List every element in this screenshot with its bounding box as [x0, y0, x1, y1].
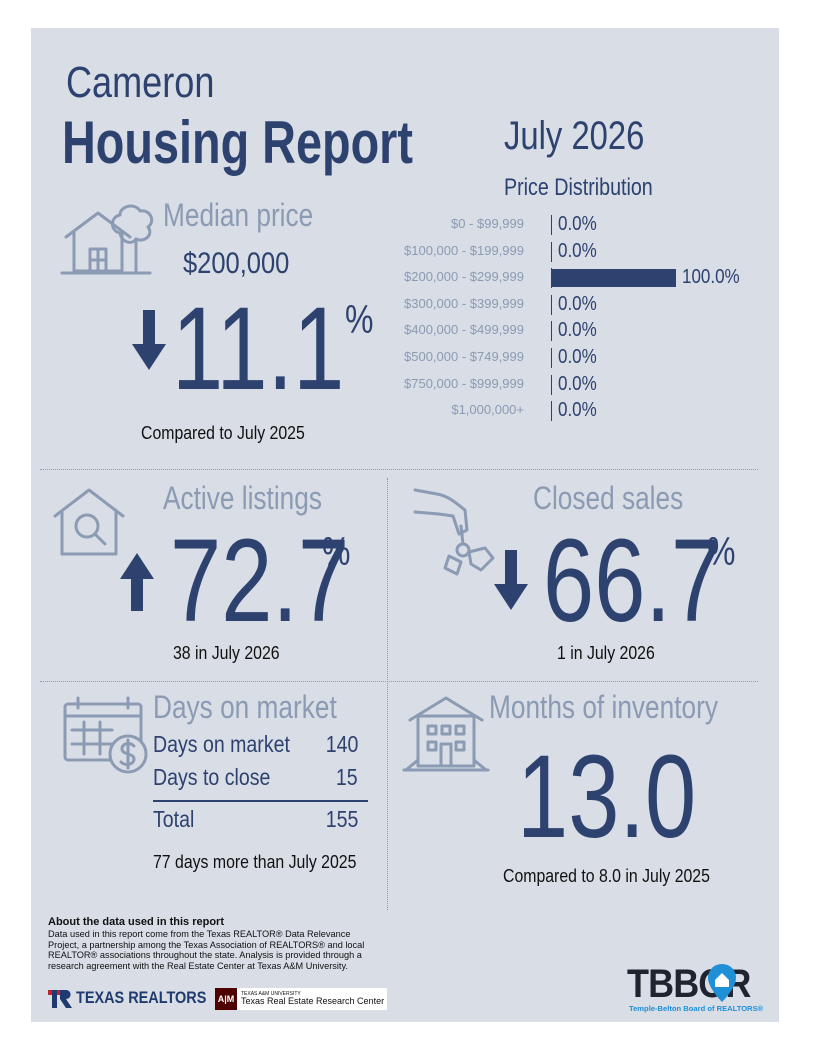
price-axis-tick [551, 374, 552, 395]
median-price-change: 11.1 [172, 283, 345, 415]
about-heading: About the data used in this report [48, 916, 225, 928]
active-listings-detail: 38 in July 2026 [173, 643, 280, 663]
price-distribution-row: $750,000 - $999,999 0.0% [380, 373, 780, 397]
price-distribution-value: 0.0% [558, 292, 597, 315]
price-axis-tick [551, 241, 552, 262]
about-body: Data used in this report come from the T… [48, 929, 365, 971]
price-axis-tick [551, 348, 552, 368]
price-axis-tick [551, 401, 552, 422]
divider-horizontal-1 [40, 469, 758, 470]
price-distribution-title: Price Distribution [504, 174, 653, 201]
city-name: Cameron [66, 58, 215, 107]
tamu-mark-icon: A|M [215, 988, 237, 1010]
dom-row-name: Days to close [153, 764, 271, 790]
median-price-comparison: Compared to July 2025 [141, 423, 305, 443]
price-range-label: $200,000 - $299,999 [404, 269, 524, 285]
tamu-center-text: Texas Real Estate Research Center [241, 996, 385, 1006]
price-distribution-row: $100,000 - $199,999 0.0% [380, 240, 780, 264]
price-distribution-value: 100.0% [682, 266, 740, 289]
dom-row-days-to-close: Days to close 15 [153, 764, 358, 791]
price-range-label: $400,000 - $499,999 [404, 322, 524, 338]
price-range-label: $0 - $99,999 [450, 216, 524, 231]
closed-sales-change: 66.7 [543, 515, 723, 647]
active-listings-percent: % [322, 530, 351, 574]
dom-row-value: 15 [336, 764, 358, 790]
location-pin-icon [708, 964, 736, 1002]
price-axis-tick [551, 268, 552, 289]
days-on-market-comparison: 77 days more than July 2025 [153, 852, 357, 872]
dom-total-label: Total [153, 806, 195, 832]
median-price-value: $200,000 [183, 247, 290, 280]
texas-realtors-text: TEXAS REALTORS [76, 988, 207, 1007]
price-range-label: $500,000 - $749,999 [404, 349, 524, 364]
tamu-center-logo: A|M TEXAS A&M UNIVERSITY Texas Real Esta… [215, 988, 387, 1010]
house-search-icon [53, 488, 125, 556]
price-range-label: $100,000 - $199,999 [404, 242, 524, 258]
price-range-label: $750,000 - $999,999 [404, 375, 524, 391]
price-distribution-row: $1,000,000+ 0.0% [380, 399, 780, 423]
report-title: Housing Report [62, 109, 413, 176]
price-distribution-row: $400,000 - $499,999 0.0% [380, 319, 780, 343]
months-of-inventory-comparison: Compared to 8.0 in July 2025 [503, 866, 710, 886]
closed-sales-percent: % [707, 530, 736, 574]
texas-realtors-logo: TEXAS REALTORS [48, 988, 229, 1008]
building-icon [402, 696, 490, 772]
price-distribution-row: $300,000 - $399,999 0.0% [380, 293, 780, 317]
price-range-label: $300,000 - $399,999 [404, 295, 524, 311]
dom-total-rule [153, 800, 368, 802]
price-distribution-bar [552, 269, 676, 288]
price-distribution-value: 0.0% [558, 346, 597, 368]
dom-row-name: Days on market [153, 731, 290, 757]
active-listings-label: Active listings [163, 480, 322, 516]
price-axis-tick [551, 215, 552, 235]
price-axis-tick [551, 321, 552, 342]
house-tree-icon [60, 204, 154, 275]
tbbor-logo: TBBOR Temple-Belton Board of REALTORS® [627, 962, 772, 1016]
arrow-up-icon [120, 553, 154, 611]
divider-horizontal-2 [40, 681, 758, 682]
price-axis-tick [551, 294, 552, 315]
days-on-market-label: Days on market [153, 689, 337, 725]
months-of-inventory-label: Months of inventory [489, 689, 718, 725]
report-card [31, 28, 779, 1022]
price-range-label: $1,000,000+ [451, 402, 524, 418]
report-month: July 2026 [504, 114, 645, 158]
hand-keys-icon [413, 488, 495, 576]
price-distribution-value: 0.0% [558, 213, 597, 235]
price-distribution-value: 0.0% [558, 399, 597, 422]
price-distribution-row: $500,000 - $749,999 0.0% [380, 346, 780, 370]
dom-total-value: 155 [325, 806, 358, 832]
dom-row-total: Total 155 [153, 806, 358, 833]
arrow-down-icon-2 [494, 550, 528, 610]
price-distribution-value: 0.0% [558, 372, 597, 395]
price-distribution-value: 0.0% [558, 319, 597, 342]
closed-sales-detail: 1 in July 2026 [557, 643, 655, 663]
calendar-dollar-icon [63, 696, 148, 774]
dom-row-days-on-market: Days on market 140 [153, 731, 358, 758]
median-price-percent: % [345, 298, 374, 342]
dom-row-value: 140 [325, 731, 358, 757]
tbbor-sub-text: Temple-Belton Board of REALTORS® [629, 1004, 764, 1013]
closed-sales-label: Closed sales [533, 480, 684, 516]
months-of-inventory-value: 13.0 [517, 731, 697, 863]
price-distribution-row: $0 - $99,999 0.0% [380, 213, 780, 237]
price-distribution-value: 0.0% [558, 239, 597, 262]
arrow-down-icon [132, 310, 166, 370]
price-distribution-row: $200,000 - $299,999 100.0% [380, 266, 780, 290]
tamu-small-text: TEXAS A&M UNIVERSITY [241, 991, 301, 997]
texas-realtors-mark-icon [48, 990, 72, 1008]
divider-vertical [387, 478, 388, 910]
active-listings-change: 72.7 [170, 515, 350, 647]
median-price-label: Median price [163, 197, 314, 233]
